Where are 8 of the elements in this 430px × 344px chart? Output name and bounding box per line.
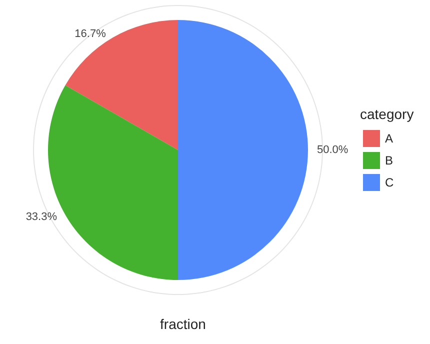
legend-label: A xyxy=(385,132,394,146)
data-label: 50.0% xyxy=(317,144,348,156)
text: fraction xyxy=(160,316,206,332)
legend-label: C xyxy=(385,176,394,190)
legend-title: category xyxy=(360,106,414,122)
data-label: 33.3% xyxy=(26,211,58,224)
legend-label: B xyxy=(385,154,394,168)
data-label: 16.7% xyxy=(74,28,106,40)
